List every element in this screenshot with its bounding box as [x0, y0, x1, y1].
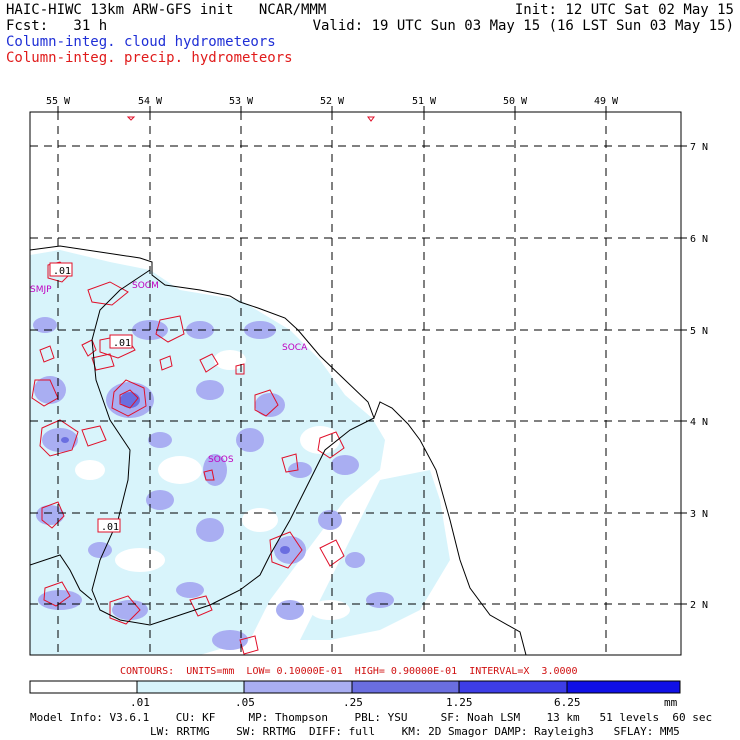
- border-west: [91, 269, 211, 626]
- contour-label: .01: [101, 522, 119, 533]
- coastline: [30, 245, 527, 655]
- colorbar-tick: .01: [130, 696, 150, 709]
- colorbar-tick: 1.25: [446, 696, 473, 709]
- lat-label: 3 N: [690, 509, 708, 520]
- forecast-hour: Fcst: 31 h: [6, 18, 108, 34]
- colorbar-unit: mm: [664, 696, 678, 709]
- lon-label: 54 W: [138, 96, 163, 107]
- model-title: HAIC-HIWC 13km ARW-GFS init NCAR/MMM: [6, 2, 327, 18]
- colorbar-tick: 6.25: [554, 696, 581, 709]
- legend-cloud-hydrometeors: Column-integ. cloud hydrometeors: [6, 34, 276, 50]
- lon-label: 49 W: [594, 96, 619, 107]
- lon-label: 50 W: [503, 96, 528, 107]
- lon-label: 53 W: [229, 96, 254, 107]
- lon-label: 52 W: [320, 96, 345, 107]
- model-info-line2: LW: RRTMG SW: RRTMG DIFF: full KM: 2D Sm…: [150, 725, 680, 738]
- lon-label: 51 W: [412, 96, 437, 107]
- contours-info: CONTOURS: UNITS=mm LOW= 0.10000E-01 HIGH…: [120, 666, 578, 677]
- colorbar-tick: .25: [343, 696, 363, 709]
- station-label: SOCM: [132, 281, 159, 291]
- lat-lon-grid: [30, 112, 681, 655]
- map-frame: [29, 111, 682, 656]
- cloud-field-dark: [61, 392, 290, 554]
- lon-label: 55 W: [46, 96, 71, 107]
- colorbar: [29, 680, 681, 694]
- colorbar-tick: .05: [235, 696, 255, 709]
- station-label: SOOS: [208, 455, 234, 465]
- border-sw: [30, 554, 93, 601]
- lat-label: 4 N: [690, 417, 708, 428]
- contour-label: .01: [113, 338, 131, 349]
- lat-label: 7 N: [690, 142, 708, 153]
- lat-label: 2 N: [690, 600, 708, 611]
- station-label: SMJP: [30, 285, 52, 295]
- border-east: [209, 417, 375, 606]
- lat-label: 6 N: [690, 234, 708, 245]
- precip-contours: [31, 116, 375, 655]
- contour-label: .01: [53, 266, 71, 277]
- valid-time: Valid: 19 UTC Sun 03 May 15 (16 LST Sun …: [312, 18, 734, 34]
- init-time: Init: 12 UTC Sat 02 May 15: [514, 2, 734, 18]
- lat-label: 5 N: [690, 326, 708, 337]
- station-label: SOCA: [282, 343, 308, 353]
- model-info-line1: Model Info: V3.6.1 CU: KF MP: Thompson P…: [30, 711, 713, 724]
- legend-precip-hydrometeors: Column-integ. precip. hydrometeors: [6, 50, 293, 66]
